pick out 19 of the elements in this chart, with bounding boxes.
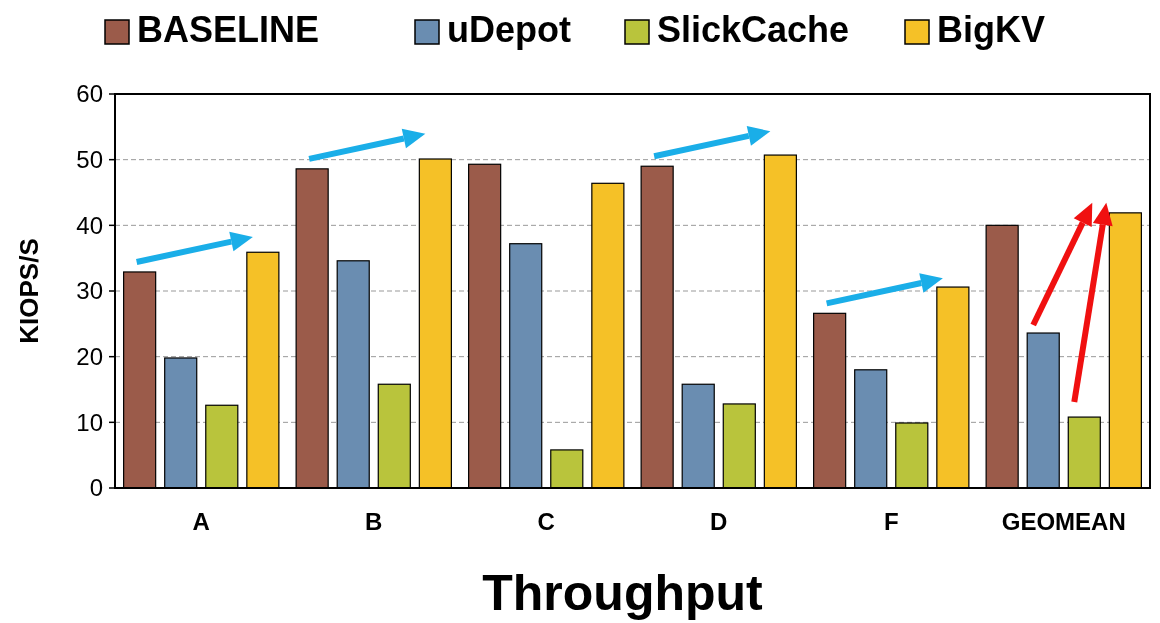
x-tick-label: D	[710, 508, 728, 535]
x-tick-label: C	[537, 508, 555, 535]
legend-label: uDepot	[447, 9, 571, 50]
y-tick-label: 20	[76, 343, 103, 371]
y-tick-label: 10	[76, 408, 103, 436]
y-tick-label: 0	[89, 474, 103, 502]
legend-label: BigKV	[937, 9, 1045, 50]
y-tick-label: 40	[76, 211, 103, 239]
x-axis-title: Throughput	[482, 565, 764, 621]
x-tick-label: B	[365, 508, 383, 535]
legend-label: BASELINE	[137, 9, 320, 50]
y-tick-label: 50	[76, 146, 103, 174]
x-tick-label: GEOMEAN	[1001, 508, 1126, 535]
y-axis-title: KIOPS/S	[14, 238, 44, 344]
x-tick-label: A	[192, 508, 210, 535]
legend-label: SlickCache	[657, 9, 850, 50]
x-tick-label: F	[883, 508, 899, 535]
y-tick-label: 30	[76, 277, 103, 305]
y-tick-label: 60	[76, 80, 103, 108]
